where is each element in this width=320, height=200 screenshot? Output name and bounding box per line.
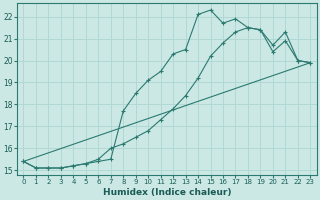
- X-axis label: Humidex (Indice chaleur): Humidex (Indice chaleur): [103, 188, 231, 197]
